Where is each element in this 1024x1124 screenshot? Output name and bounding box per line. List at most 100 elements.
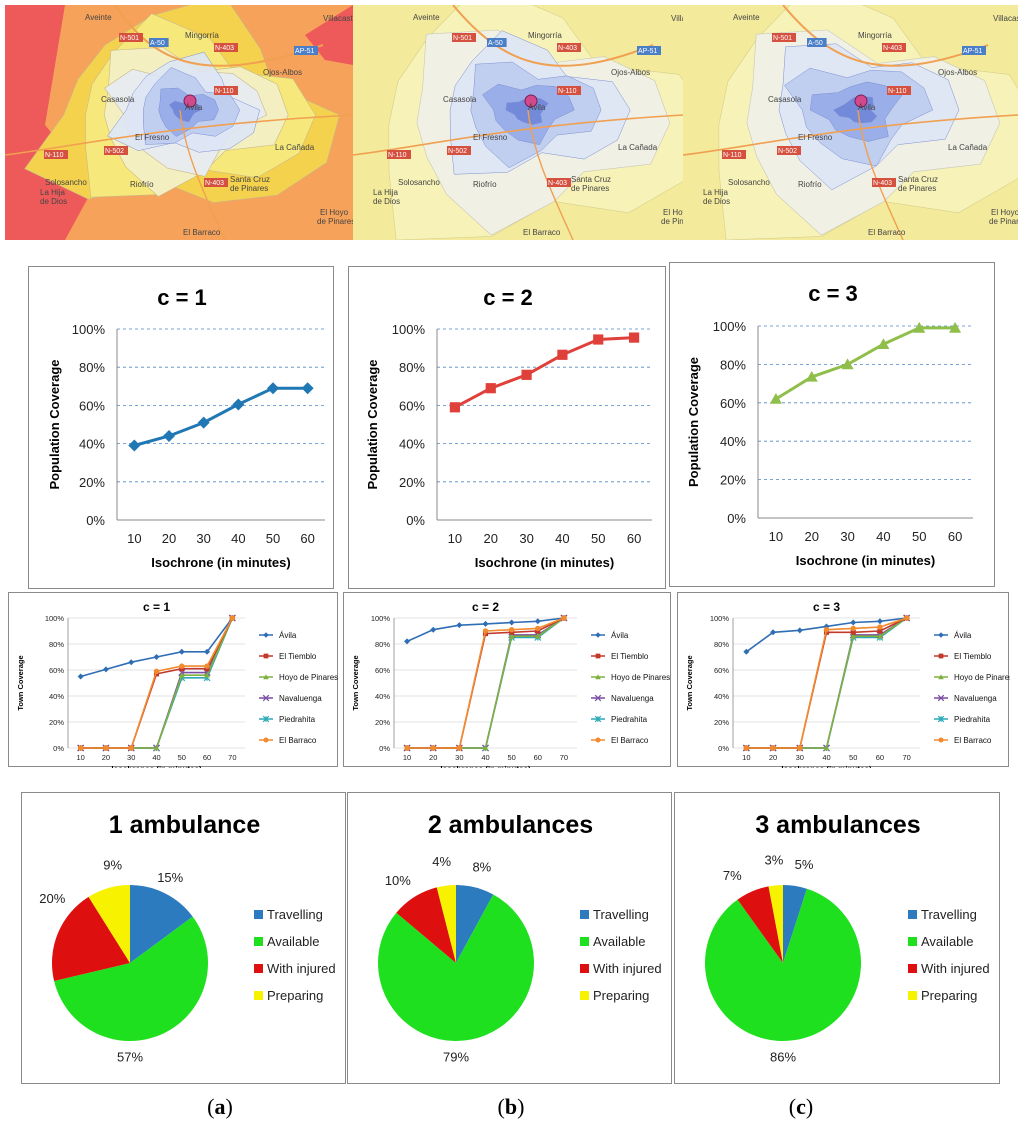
caption-c-letter: c	[796, 1094, 806, 1119]
isochrone-maps-strip: Aveinte Villacast Mingorría Ojos-Albos Casas…	[4, 0, 1024, 241]
legend-label: Navaluenga	[611, 694, 654, 703]
legend-label: El Barraco	[954, 736, 992, 745]
data-point	[594, 715, 602, 723]
caption-b-close: )	[517, 1094, 525, 1119]
data-point	[805, 370, 818, 382]
y-tick-label: 80%	[720, 357, 746, 372]
pie-value-label: 4%	[432, 854, 451, 869]
road-shield-label: N-502	[105, 148, 124, 155]
road-shield-label: N-403	[558, 45, 577, 52]
y-tick-label: 100%	[72, 322, 106, 337]
legend-label: Travelling	[267, 907, 323, 922]
legend-label: Hoyo de Pinares	[954, 673, 1010, 682]
x-tick-label: 20	[102, 753, 110, 762]
road-shield: N-403	[547, 178, 571, 187]
data-point	[595, 737, 601, 743]
x-tick-label: 30	[196, 531, 210, 546]
y-tick-label: 20%	[79, 475, 105, 490]
legend-label: Available	[267, 934, 320, 949]
road-line	[452, 4, 654, 67]
series-line	[80, 617, 234, 749]
data-point	[456, 745, 463, 751]
chart-title: c = 1	[157, 285, 207, 310]
road-shield-label: AP-51	[295, 48, 315, 55]
data-point	[102, 666, 109, 673]
road-shield-label: N-502	[448, 148, 467, 155]
data-point	[482, 745, 489, 751]
road-shield-label: N-110	[45, 152, 64, 159]
caption-a-open: (	[207, 1094, 215, 1119]
data-point	[263, 632, 269, 638]
map-place-label: La Cañada	[948, 143, 988, 152]
road-shield-label: N-502	[778, 148, 797, 155]
data-point	[204, 663, 210, 669]
data-point	[743, 745, 750, 751]
data-point	[153, 668, 160, 674]
location-pin-icon	[854, 94, 868, 108]
caption-c-open: (	[788, 1094, 797, 1119]
y-tick-label: 60%	[375, 666, 390, 675]
legend-label: Piedrahita	[279, 715, 316, 724]
isochrone-maps: Aveinte Villacast Mingorría Ojos-Albos Casas…	[4, 0, 1024, 241]
y-tick-label: 20%	[375, 718, 390, 727]
road-line	[4, 114, 354, 156]
y-tick-label: 20%	[49, 718, 64, 727]
x-tick-label: 30	[127, 753, 135, 762]
legend-label: Hoyo de Pinares	[279, 673, 338, 682]
population-coverage-chart-c3: c = 3 0% 20% 40% 60% 80% 100% 10 20 30 40 50 60 Isoch…	[669, 262, 995, 587]
road-shield: N-502	[104, 146, 128, 155]
road-shield-bg	[962, 46, 986, 55]
map-place-label: La Hija	[40, 188, 65, 197]
pie-value-label: 7%	[723, 868, 742, 883]
x-tick-label: 20	[484, 531, 498, 546]
road-shield-bg	[882, 43, 906, 52]
data-point	[595, 632, 601, 638]
map-place-label: de Pinares	[898, 184, 936, 193]
ambulance-status-pie-plot-1: 1 ambulance 15% 57% 20% 9% Travelling Availabl…	[39, 811, 335, 1065]
legend-label: Navaluenga	[279, 694, 322, 703]
town-coverage-chart-c2: c = 2 0% 20% 40% 60% 80% 100% 10 20 30 40 50 60 70 Iso…	[343, 592, 671, 768]
data-point	[262, 694, 270, 702]
data-point	[876, 633, 883, 639]
chart-title: c = 2	[483, 285, 533, 310]
map-place-label: El Barraco	[183, 228, 221, 237]
road-shield-label: N-501	[773, 35, 792, 42]
map-place-label: Aveinte	[413, 13, 440, 22]
caption-b: (b)	[481, 1094, 541, 1120]
chart-title: 2 ambulances	[428, 811, 593, 839]
data-point	[769, 392, 782, 404]
x-tick-label: 50	[591, 531, 605, 546]
data-point	[430, 626, 437, 633]
map-place-label: de Pinares	[571, 184, 609, 193]
x-tick-label: 70	[228, 753, 236, 762]
road-shield: N-110	[387, 150, 411, 159]
legend-label: Preparing	[267, 988, 323, 1003]
map-place-label: Ávila	[858, 103, 876, 112]
road-shield: N-501	[119, 33, 143, 42]
series-line	[775, 326, 956, 401]
road-shield-bg	[722, 150, 746, 159]
data-point	[301, 382, 314, 395]
data-point	[796, 627, 803, 634]
ambulance-status-pie-plot-2: 2 ambulances 8% 79% 10% 4% Travelling Availabl…	[378, 811, 662, 1065]
pie-value-label: 86%	[770, 1050, 796, 1065]
y-tick-label: 60%	[399, 398, 425, 413]
map-place-label: Riofrío	[473, 180, 497, 189]
map-place-label: de Dios	[40, 197, 67, 206]
x-tick-label: 60	[948, 529, 962, 544]
pie-slice	[378, 894, 535, 1041]
y-tick-label: 80%	[49, 640, 64, 649]
legend-swatch	[254, 964, 263, 973]
chart-title: c = 2	[472, 600, 499, 614]
town-coverage-chart-c1: c = 1 0% 20% 40% 60% 80% 100% 10 20 30 40 50 60 70 Iso…	[8, 592, 338, 768]
map-place-label: El Hoyo	[663, 208, 692, 217]
legend-swatch	[908, 910, 917, 919]
map-place-label: Solosancho	[45, 178, 87, 187]
data-point	[485, 383, 496, 394]
y-axis-label: Town Coverage	[351, 655, 360, 710]
y-axis-label: Population Coverage	[365, 359, 380, 489]
legend-swatch	[254, 937, 263, 946]
road-shield: AP-51	[294, 46, 318, 55]
x-tick-label: 20	[769, 753, 777, 762]
series-line	[80, 617, 234, 749]
